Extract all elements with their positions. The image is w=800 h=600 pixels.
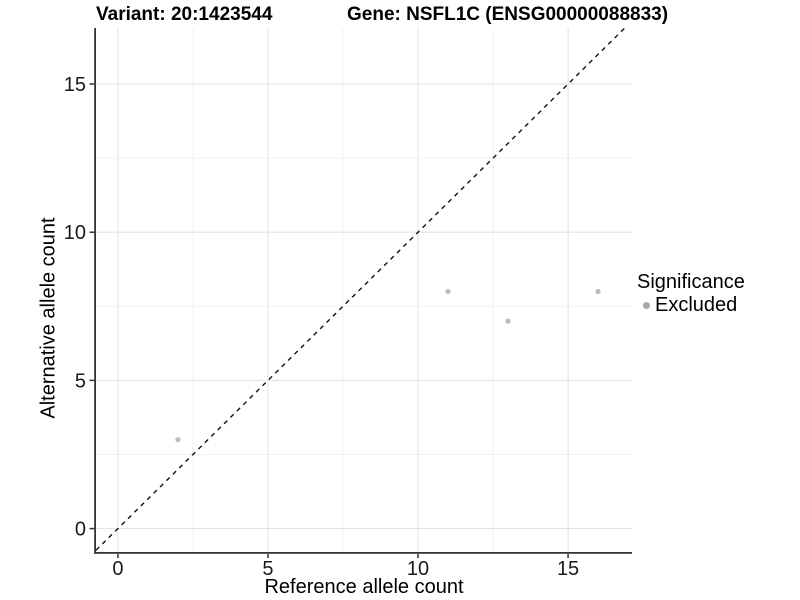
y-axis-title: Alternative allele count xyxy=(37,217,60,419)
x-tick-label: 15 xyxy=(557,558,579,580)
y-tick-label: 15 xyxy=(64,74,86,96)
plot-title-gene: Gene: NSFL1C (ENSG00000088833) xyxy=(347,4,669,25)
legend: Significance Excluded xyxy=(637,271,745,316)
x-tick-label: 10 xyxy=(407,558,429,580)
plot-title-variant: Variant: 20:1423544 xyxy=(96,4,273,25)
y-tick-label: 10 xyxy=(64,222,86,244)
x-tick-label: 5 xyxy=(262,558,273,580)
identity-dashed-line xyxy=(95,27,626,551)
x-tick-label: 0 xyxy=(112,558,123,580)
y-tick-label: 0 xyxy=(75,519,86,541)
data-point xyxy=(505,318,511,324)
y-tick-label: 5 xyxy=(75,370,86,392)
legend-item-excluded: Excluded xyxy=(637,294,745,316)
data-point xyxy=(445,288,451,295)
excluded-marker-icon xyxy=(643,301,650,309)
x-axis-title: Reference allele count xyxy=(264,576,464,598)
panel-background xyxy=(96,28,632,552)
data-point xyxy=(595,288,601,295)
data-point xyxy=(175,437,181,443)
legend-item-label: Excluded xyxy=(655,294,738,316)
legend-title: Significance xyxy=(637,271,745,293)
